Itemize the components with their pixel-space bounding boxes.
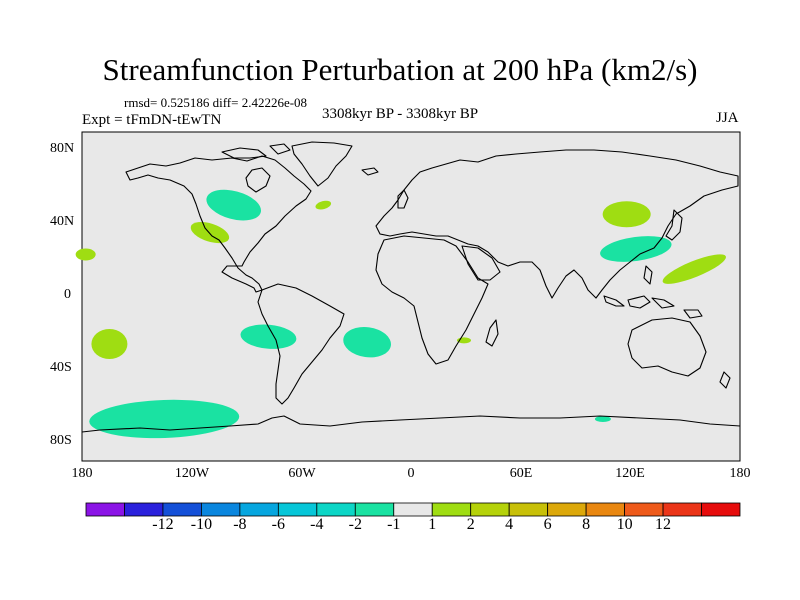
colorbar-box — [701, 502, 741, 517]
colorbar-box — [393, 502, 433, 517]
anomaly-central-pacific-edge — [75, 248, 96, 261]
coast-antarctica — [81, 415, 741, 433]
coast-philippines — [643, 265, 653, 285]
colorbar-box — [85, 502, 125, 517]
colorbar-label: -2 — [348, 516, 362, 533]
coast-arctic-islands — [221, 143, 291, 159]
colorbar-box — [316, 502, 356, 517]
coast-australia — [627, 317, 707, 377]
coast-africa — [375, 235, 489, 365]
coast-greenland — [291, 141, 353, 187]
y-label-40n: 40N — [50, 214, 75, 229]
anomaly-north-america-high-lat — [206, 189, 261, 221]
anomaly-layer — [75, 189, 726, 439]
anomaly-north-atlantic-central — [315, 200, 332, 210]
x-label-180e: 180 — [729, 466, 751, 481]
colorbar-label: 2 — [466, 516, 475, 533]
colorbar-label: -1 — [387, 516, 401, 533]
x-label-60w: 60W — [288, 466, 316, 481]
colorbar-label: -8 — [233, 516, 247, 533]
y-label-80s: 80S — [50, 433, 72, 448]
coast-iceland — [361, 167, 379, 176]
coast-indonesia — [603, 295, 703, 319]
stats-text: rmsd= 0.525186 diff= 2.42226e-08 — [124, 95, 308, 110]
colorbar-label: 6 — [543, 516, 552, 533]
colorbar-label: -12 — [152, 516, 174, 533]
anomaly-east-asia-north — [602, 201, 651, 228]
coast-arabia — [461, 245, 501, 281]
colorbar-box — [470, 502, 510, 517]
coast-north-america — [125, 155, 312, 293]
colorbar-box — [124, 502, 164, 517]
coast-hudson-bay — [245, 167, 271, 193]
plot-title: Streamfunction Perturbation at 200 hPa (… — [102, 52, 698, 87]
colorbar-box — [585, 502, 625, 517]
anomaly-south-pacific-east — [240, 324, 297, 349]
colorbar-label: -6 — [271, 516, 286, 533]
colorbar-box — [162, 502, 202, 517]
colorbar-label: 10 — [616, 516, 633, 533]
coast-south-america — [257, 283, 345, 405]
period-label: 3308kyr BP - 3308kyr BP — [322, 106, 479, 122]
colorbar-box — [508, 502, 549, 517]
coast-british-isles — [397, 189, 409, 209]
x-label-120e: 120E — [615, 466, 645, 481]
colorbar-box — [277, 502, 318, 517]
colorbar-box — [547, 502, 587, 517]
colorbar-label: 12 — [655, 516, 672, 533]
coast-japan — [665, 209, 683, 241]
colorbar-box — [431, 502, 472, 517]
colorbar-box — [624, 502, 664, 517]
x-label-0: 0 — [407, 466, 415, 481]
coast-madagascar — [485, 319, 499, 347]
y-label-40s: 40S — [50, 360, 72, 375]
colorbar-box — [201, 502, 241, 517]
x-label-120w: 120W — [174, 466, 210, 481]
anomaly-south-atlantic — [343, 326, 391, 358]
anomaly-southern-ocean-indian — [594, 415, 611, 422]
colorbar-box — [662, 502, 702, 517]
x-label-60e: 60E — [509, 466, 533, 481]
colorbar-label: -10 — [190, 516, 213, 533]
y-label-eq: 0 — [64, 287, 71, 302]
anomaly-west-pacific-diagonal — [662, 254, 726, 284]
x-label-180w: 180 — [71, 466, 93, 481]
colorbar-label: 8 — [582, 516, 591, 533]
coast-eurasia — [375, 149, 739, 299]
anomaly-east-asia-south — [600, 236, 672, 262]
anomaly-north-pacific-east — [190, 221, 230, 244]
colorbar-label: -4 — [310, 516, 324, 533]
coastlines — [81, 141, 741, 433]
colorbar-box — [239, 502, 279, 517]
season-label: JJA — [716, 110, 739, 126]
colorbar-label: 1 — [428, 516, 437, 533]
colorbar-box — [354, 502, 395, 517]
y-label-80n: 80N — [50, 141, 75, 156]
anomaly-south-pacific-west — [91, 329, 128, 360]
experiment-label: Expt = tFmDN-tEwTN — [82, 112, 222, 128]
coast-new-zealand — [719, 371, 731, 389]
colorbar-label: 4 — [505, 516, 514, 533]
